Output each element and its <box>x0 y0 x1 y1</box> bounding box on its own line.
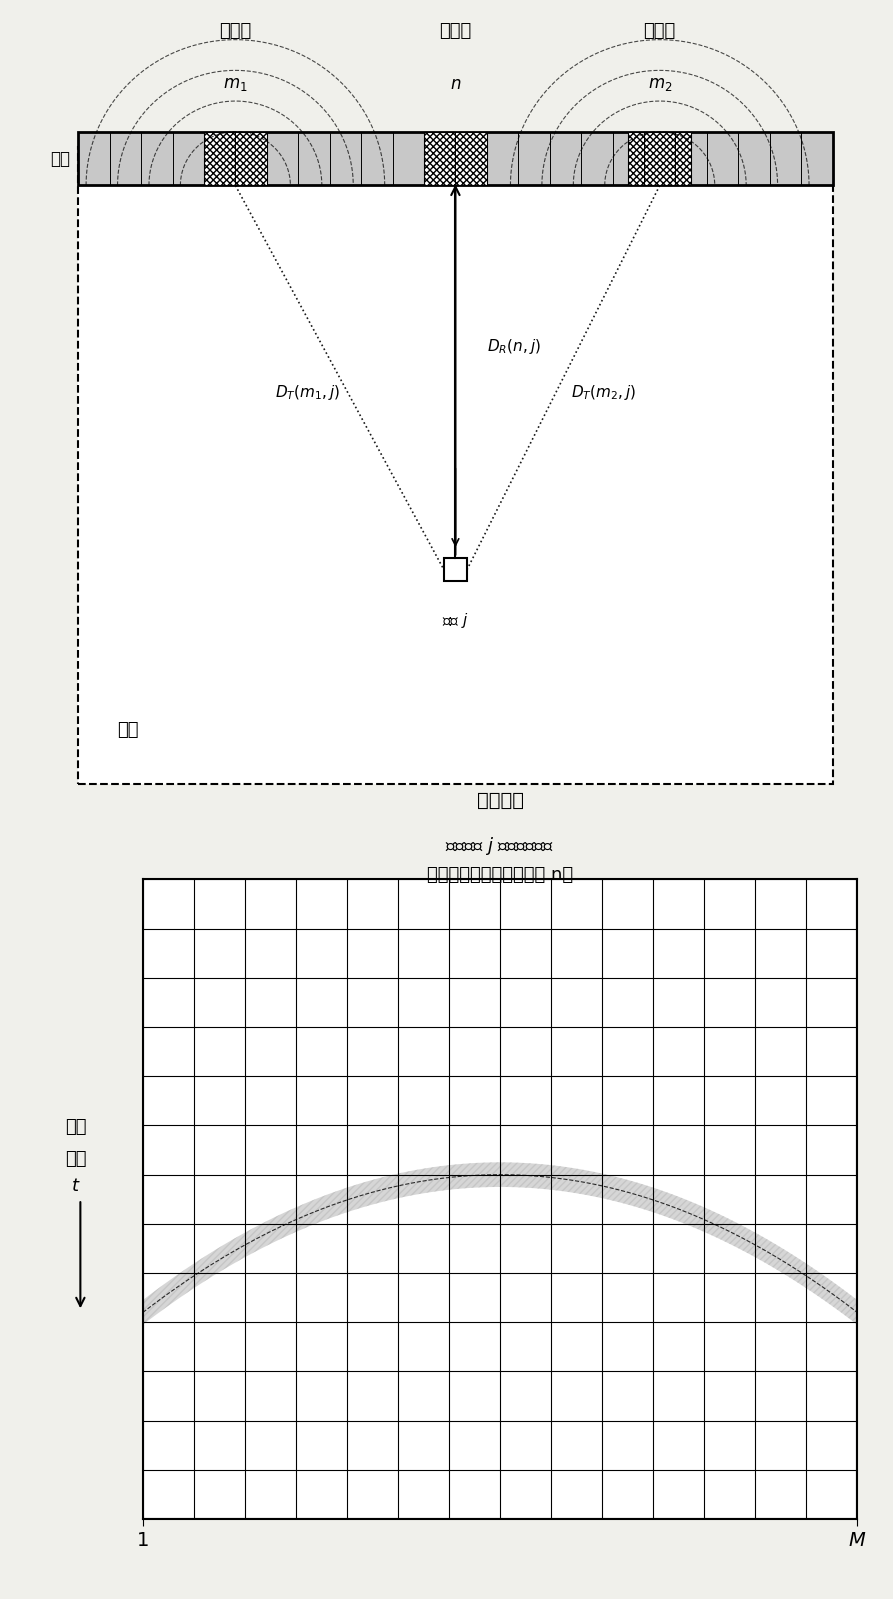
Text: 滞后: 滞后 <box>65 1118 87 1137</box>
Text: $D_T(m_2,j)$: $D_T(m_2,j)$ <box>571 384 636 403</box>
Text: 接收机: 接收机 <box>439 22 472 40</box>
Text: 介质: 介质 <box>118 721 139 739</box>
Bar <box>79 131 832 185</box>
Text: 由于像素 $j$ 处的散射引起: 由于像素 $j$ 处的散射引起 <box>446 835 555 857</box>
Text: $m_2$: $m_2$ <box>647 77 672 93</box>
Text: 的脉冲响应集（接收信道 n）: 的脉冲响应集（接收信道 n） <box>427 867 573 884</box>
Bar <box>424 131 487 185</box>
Text: 阵列: 阵列 <box>50 150 71 168</box>
Text: 发射信道: 发射信道 <box>477 792 523 809</box>
Bar <box>444 558 467 580</box>
Text: $t$: $t$ <box>71 1177 80 1196</box>
Text: 发射机: 发射机 <box>220 22 252 40</box>
Text: 发射机: 发射机 <box>644 22 676 40</box>
Text: $m_1$: $m_1$ <box>223 77 247 93</box>
Text: 索引: 索引 <box>65 1150 87 1169</box>
Bar <box>204 131 267 185</box>
Text: $D_T(m_1,j)$: $D_T(m_1,j)$ <box>275 384 340 403</box>
Bar <box>79 147 832 784</box>
Text: $n$: $n$ <box>450 77 461 93</box>
Text: 像素 $j$: 像素 $j$ <box>442 611 469 630</box>
Bar <box>629 131 691 185</box>
Text: $D_R(n,j)$: $D_R(n,j)$ <box>487 337 541 357</box>
